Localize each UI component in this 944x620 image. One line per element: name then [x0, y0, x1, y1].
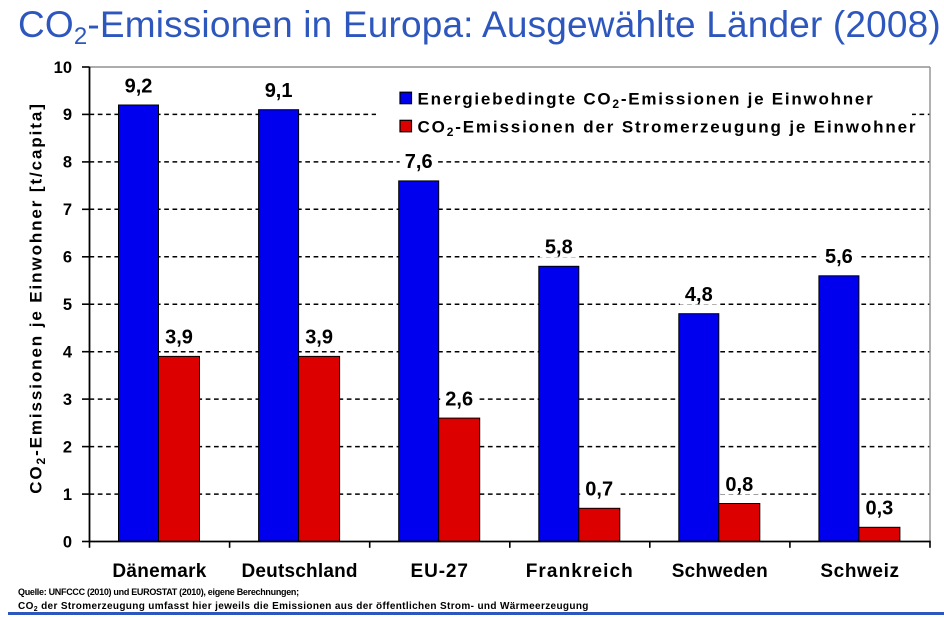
svg-text:Schweiz: Schweiz	[820, 561, 899, 582]
svg-text:3: 3	[63, 391, 72, 409]
svg-text:Energiebedingte CO2-Emissionen: Energiebedingte CO2-Emissionen je Einwoh…	[418, 89, 875, 111]
svg-text:CO2-Emissionen der Stromerzeug: CO2-Emissionen der Stromerzeugung je Ein…	[418, 117, 918, 139]
svg-text:9,1: 9,1	[265, 80, 293, 102]
svg-text:3,9: 3,9	[165, 327, 193, 349]
svg-text:7: 7	[63, 201, 72, 219]
svg-text:Schweden: Schweden	[672, 561, 768, 582]
svg-text:Deutschland: Deutschland	[241, 561, 357, 582]
svg-text:EU-27: EU-27	[411, 561, 469, 582]
svg-text:CO2-Emissionen je Einwohner [t: CO2-Emissionen je Einwohner [t/capita]	[27, 102, 49, 494]
svg-text:5,8: 5,8	[545, 237, 573, 259]
svg-text:9,2: 9,2	[125, 75, 153, 97]
svg-text:9: 9	[63, 106, 72, 124]
svg-text:0,3: 0,3	[865, 498, 893, 520]
svg-text:2,6: 2,6	[445, 388, 473, 410]
svg-text:4: 4	[63, 344, 73, 362]
svg-text:1: 1	[63, 486, 72, 504]
svg-text:7,6: 7,6	[405, 151, 433, 173]
svg-text:0: 0	[63, 533, 72, 551]
svg-text:4,8: 4,8	[685, 284, 713, 306]
svg-text:8: 8	[63, 154, 72, 172]
svg-text:Dänemark: Dänemark	[112, 561, 206, 582]
svg-text:0,7: 0,7	[585, 479, 613, 501]
svg-text:5: 5	[63, 296, 72, 314]
svg-text:5,6: 5,6	[825, 246, 853, 268]
svg-text:Frankreich: Frankreich	[526, 561, 634, 582]
svg-text:10: 10	[54, 59, 72, 77]
svg-text:2: 2	[63, 438, 72, 456]
svg-text:0,8: 0,8	[725, 474, 753, 496]
svg-text:6: 6	[63, 249, 72, 267]
svg-text:3,9: 3,9	[305, 327, 333, 349]
